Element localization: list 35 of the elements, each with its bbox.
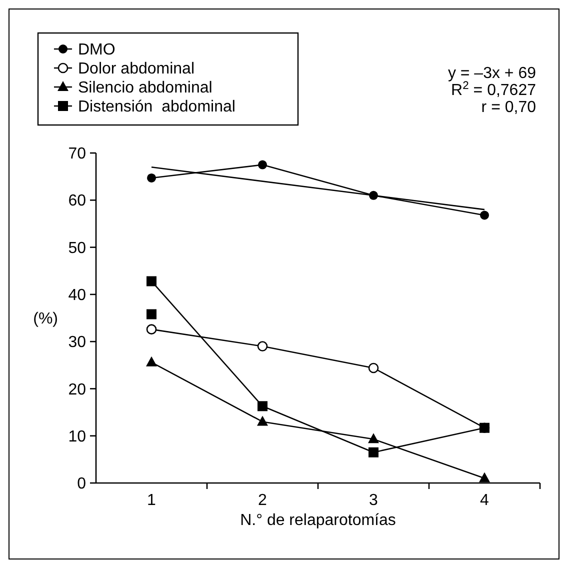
y-tick-label: 10 [68, 428, 86, 446]
point [146, 309, 156, 320]
point [147, 173, 156, 182]
point [368, 362, 379, 374]
x-axis-title: N.° de relaparotomías [240, 512, 396, 529]
text: r = 0,70 [481, 99, 536, 116]
y-tick-label: 40 [68, 287, 86, 304]
legend-label: DMO [78, 42, 116, 59]
y-tick-label: 20 [68, 381, 86, 398]
legend-label: Distensión abdominal [78, 98, 236, 116]
y-tick-label: 50 [68, 240, 86, 257]
point [368, 447, 378, 458]
y-tick-label: 70 [68, 146, 86, 163]
text: R$^{2}$ = 0,7627 [451, 80, 536, 99]
point [258, 160, 267, 170]
legend-label: Silencio abdominal [78, 80, 212, 97]
x-tick-label: 3 [369, 492, 378, 509]
x-tick-label: 4 [480, 492, 490, 509]
point [257, 341, 268, 352]
point [146, 356, 157, 366]
text: y = –3x + 69 [448, 65, 536, 82]
point [479, 472, 490, 482]
x-tick-label: 1 [147, 492, 156, 509]
point [257, 416, 268, 426]
legend-label: Dolor abdominal [78, 60, 195, 78]
point [146, 324, 157, 334]
point [480, 210, 489, 220]
y-tick-label: 60 [68, 192, 86, 210]
point [368, 433, 379, 444]
y-tick-label: 30 [68, 334, 86, 352]
y-tick-label: 0 [77, 476, 86, 493]
x-tick-label: 2 [258, 492, 268, 509]
point [146, 276, 156, 286]
point [258, 401, 268, 412]
y-axis-title: (%) [33, 310, 58, 328]
